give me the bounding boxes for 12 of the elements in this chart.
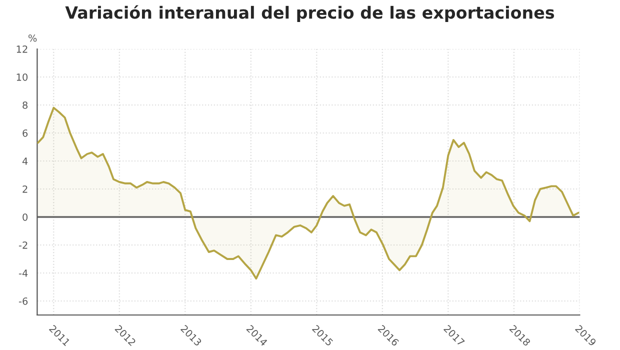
y-tick-label: 4 <box>22 158 28 165</box>
y-tick-label: 12 <box>16 45 28 53</box>
y-tick-label: 10 <box>16 73 28 81</box>
y-tick-label: -4 <box>18 270 28 277</box>
y-tick-label: 2 <box>22 185 28 193</box>
y-tick-label: -6 <box>18 297 28 305</box>
y-tick-label: 0 <box>22 213 28 221</box>
y-axis-title: % <box>28 34 37 42</box>
chart-title: Variación interanual del precio de las exportaciones <box>65 5 554 22</box>
y-tick-label: -2 <box>18 241 28 249</box>
y-tick-label: 8 <box>22 101 28 109</box>
y-tick-label: 6 <box>22 129 28 137</box>
